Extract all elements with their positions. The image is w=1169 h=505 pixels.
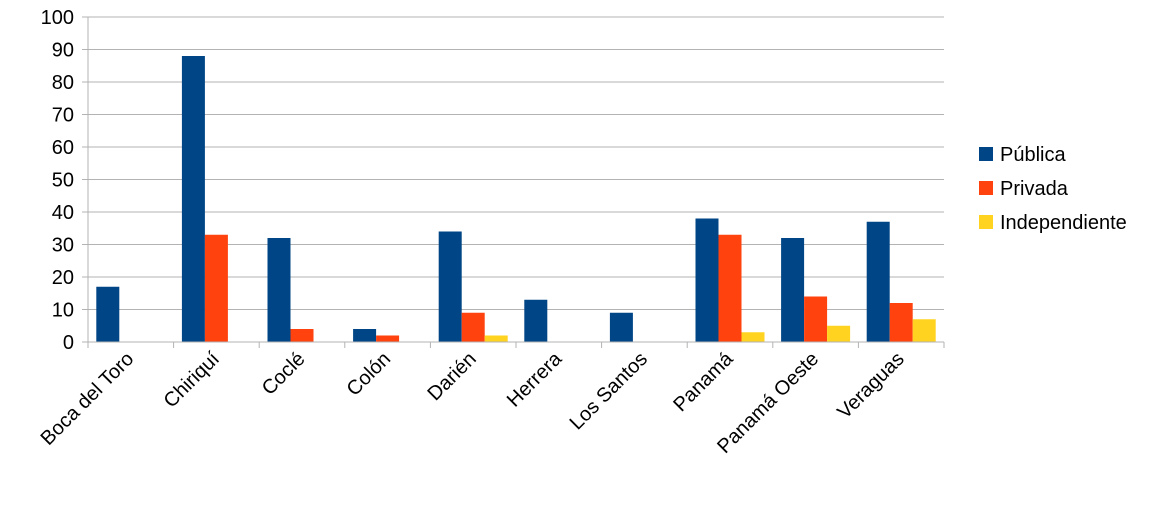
legend: Pública Privada Independiente	[979, 144, 1127, 234]
bar-Privada-Chiriquí	[204, 234, 228, 342]
x-tick-label: Los Santos	[566, 348, 652, 434]
bar-Privada-Veraguas	[889, 303, 913, 342]
bar-Pública-Herrera	[524, 299, 548, 342]
x-tick-label: Panamá	[669, 347, 738, 416]
y-tick-label: 50	[52, 170, 74, 192]
bar-Pública-Los Santos	[609, 312, 633, 342]
bar-Pública-Colón	[353, 329, 377, 342]
y-tick-label: 60	[52, 137, 74, 159]
y-tick-label: 10	[52, 300, 74, 322]
bars	[96, 56, 936, 342]
bar-Privada-Colón	[376, 335, 400, 342]
y-tick-label: 30	[52, 235, 74, 257]
bar-Independiente-Darién	[484, 335, 508, 342]
bar-Privada-Panamá Oeste	[804, 296, 828, 342]
bar-Pública-Chiriquí	[181, 56, 205, 342]
x-tick-label: Colón	[343, 348, 396, 401]
bar-Pública-Veraguas	[866, 221, 890, 342]
bar-Privada-Coclé	[290, 329, 314, 342]
legend-label: Privada	[1000, 178, 1069, 200]
y-tick-label: 80	[52, 72, 74, 94]
gridlines	[82, 16, 944, 343]
legend-swatch	[979, 147, 993, 161]
bar-Pública-Panamá	[695, 218, 719, 342]
bar-Privada-Panamá	[718, 234, 742, 342]
x-tick-label: Boca del Toro	[37, 348, 139, 450]
x-tick-label: Coclé	[258, 348, 310, 400]
bar-Independiente-Panamá Oeste	[827, 325, 851, 342]
legend-label: Independiente	[1000, 212, 1127, 234]
x-tick-label: Veraguas	[833, 348, 908, 423]
y-tick-label: 100	[41, 7, 74, 29]
bar-Independiente-Veraguas	[912, 319, 936, 342]
y-tick-label: 20	[52, 267, 74, 289]
y-tick-label: 70	[52, 105, 74, 127]
x-tick-label: Darién	[424, 348, 481, 405]
bar-Privada-Darién	[461, 312, 485, 342]
bar-Pública-Panamá Oeste	[781, 238, 805, 342]
legend-label: Pública	[1000, 144, 1066, 166]
y-tick-label: 0	[63, 332, 74, 354]
bar-Pública-Boca del Toro	[96, 286, 120, 342]
y-tick-label: 90	[52, 40, 74, 62]
x-tick-label: Chiriquí	[160, 348, 225, 413]
bar-Independiente-Panamá	[741, 332, 765, 342]
x-tick-label: Herrera	[503, 347, 567, 411]
legend-swatch	[979, 181, 993, 195]
y-tick-label: 40	[52, 202, 74, 224]
legend-swatch	[979, 215, 993, 229]
bar-Pública-Coclé	[267, 238, 291, 342]
bar-Pública-Darién	[438, 231, 462, 342]
